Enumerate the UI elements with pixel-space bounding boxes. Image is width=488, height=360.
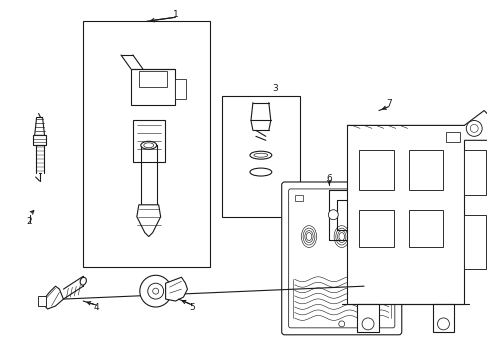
Ellipse shape [143,143,153,148]
Text: 5: 5 [189,302,195,311]
Ellipse shape [249,151,271,159]
Bar [33,135,46,145]
Ellipse shape [337,231,345,243]
Circle shape [361,318,373,330]
Circle shape [437,318,448,330]
Bar [432,304,453,332]
Bar [446,132,459,142]
FancyBboxPatch shape [281,182,401,335]
Bar [346,125,463,304]
Ellipse shape [366,226,381,247]
Bar [139,71,166,87]
Text: 1: 1 [172,10,178,19]
Circle shape [327,210,338,220]
Polygon shape [41,286,63,309]
Text: 2: 2 [27,217,32,226]
Ellipse shape [301,226,316,247]
Bar [174,79,186,99]
Text: 3: 3 [271,84,277,93]
Text: 6: 6 [326,174,331,183]
FancyBboxPatch shape [288,189,394,328]
Ellipse shape [249,168,271,176]
Circle shape [152,288,158,294]
Bar [38,296,45,306]
Ellipse shape [303,228,314,245]
Bar [356,304,378,332]
Circle shape [147,283,163,299]
Bar [294,195,302,201]
Ellipse shape [369,231,378,243]
Bar [133,121,164,162]
Bar [358,150,393,190]
Ellipse shape [368,228,380,245]
Text: 4: 4 [93,302,99,311]
Bar [463,150,485,195]
Ellipse shape [80,277,86,285]
Circle shape [469,125,477,132]
Polygon shape [165,277,187,301]
Text: 7: 7 [385,99,391,108]
Bar [131,69,174,105]
Ellipse shape [338,233,344,240]
Ellipse shape [305,233,311,240]
Circle shape [338,321,344,327]
Bar [408,150,443,190]
Circle shape [470,183,478,191]
Circle shape [466,121,481,136]
Ellipse shape [371,233,377,240]
Ellipse shape [333,226,348,247]
Ellipse shape [253,153,267,157]
Bar [358,210,393,247]
Bar [463,215,485,269]
Circle shape [470,257,478,265]
Polygon shape [35,117,44,135]
Ellipse shape [304,231,312,243]
Bar [222,96,299,217]
Bar [83,21,210,267]
Circle shape [140,275,171,307]
Ellipse shape [335,228,347,245]
Bar [408,210,443,247]
Polygon shape [137,205,161,237]
Bar [376,195,384,201]
Ellipse shape [141,141,156,149]
Polygon shape [346,111,488,140]
